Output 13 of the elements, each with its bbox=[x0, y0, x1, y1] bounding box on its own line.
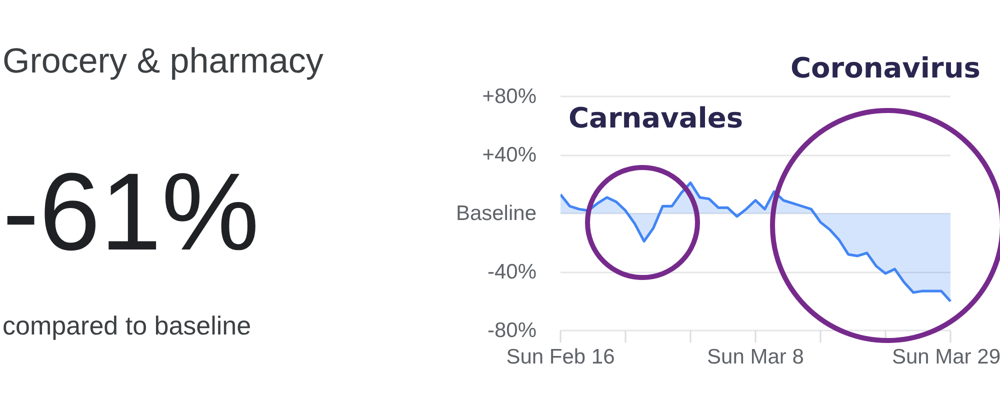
y-tick-label: +80% bbox=[482, 85, 536, 108]
text: -61% bbox=[2, 150, 260, 274]
text: compared to baseline bbox=[2, 310, 252, 340]
y-tick-label: Baseline bbox=[456, 202, 537, 225]
x-tick-label: Sun Mar 29 bbox=[892, 346, 1000, 368]
x-tick-label: Sun Feb 16 bbox=[506, 346, 615, 368]
text: Grocery & pharmacy bbox=[2, 42, 324, 80]
y-tick-label: +40% bbox=[482, 144, 536, 166]
x-tick-label: Sun Mar 8 bbox=[707, 346, 804, 368]
text: Coronavirus bbox=[790, 52, 980, 84]
annotation: Carnavales bbox=[568, 102, 743, 134]
y-tick-label: -80% bbox=[487, 319, 537, 342]
y-tick-label: -40% bbox=[487, 260, 537, 284]
